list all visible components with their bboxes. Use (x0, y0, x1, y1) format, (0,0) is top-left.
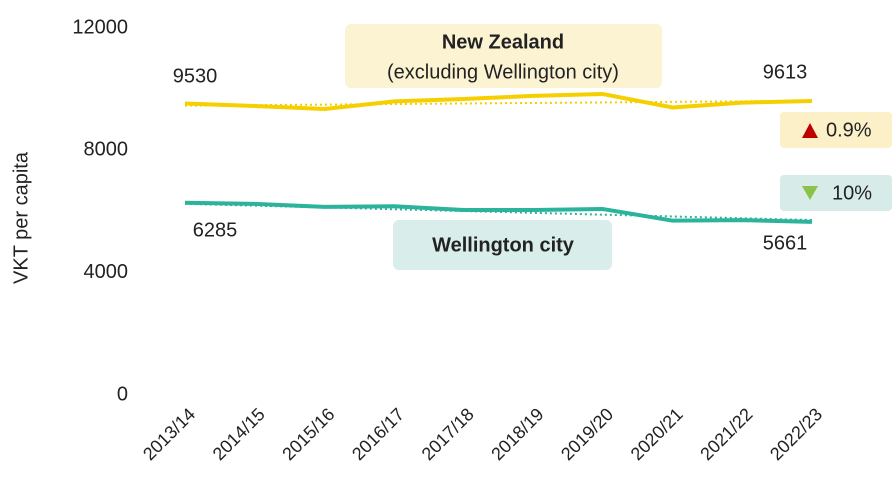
nz-label-box (345, 24, 662, 88)
x-tick-label: 2014/15 (209, 404, 269, 464)
x-tick-label: 2018/19 (487, 404, 547, 464)
wel-label: Wellington city (432, 234, 575, 256)
x-tick-label: 2013/14 (139, 404, 199, 464)
x-tick-label: 2019/20 (557, 404, 617, 464)
x-tick-label: 2015/16 (278, 404, 338, 464)
y-axis-label: VKT per capita (10, 151, 32, 284)
y-tick-label: 12000 (72, 16, 128, 38)
y-tick-label: 0 (117, 383, 128, 405)
wel-change: 10% (832, 182, 872, 204)
series-line (184, 92, 813, 112)
series-line (184, 200, 813, 224)
x-tick-label: 2022/23 (766, 404, 826, 464)
x-tick-label: 2016/17 (348, 404, 408, 464)
x-tick-label: 2021/22 (696, 404, 756, 464)
nz-change: 0.9% (826, 119, 872, 141)
down-triangle (802, 186, 818, 200)
nz-sublabel: (excluding Wellington city) (387, 61, 619, 83)
wel-change-box (780, 175, 892, 211)
up-triangle (802, 123, 818, 138)
nz-label: New Zealand (442, 31, 564, 53)
data-label: 6285 (193, 219, 238, 241)
x-tick-label: 2017/18 (418, 404, 478, 464)
y-tick-label: 8000 (84, 139, 129, 161)
x-tick-label: 2020/21 (627, 404, 687, 464)
data-label: 9613 (763, 61, 808, 83)
data-label: 9530 (173, 65, 218, 87)
wel-label-box (393, 220, 612, 270)
data-label: 5661 (763, 232, 808, 254)
y-tick-label: 4000 (84, 261, 129, 283)
nz-change-box (780, 112, 892, 148)
